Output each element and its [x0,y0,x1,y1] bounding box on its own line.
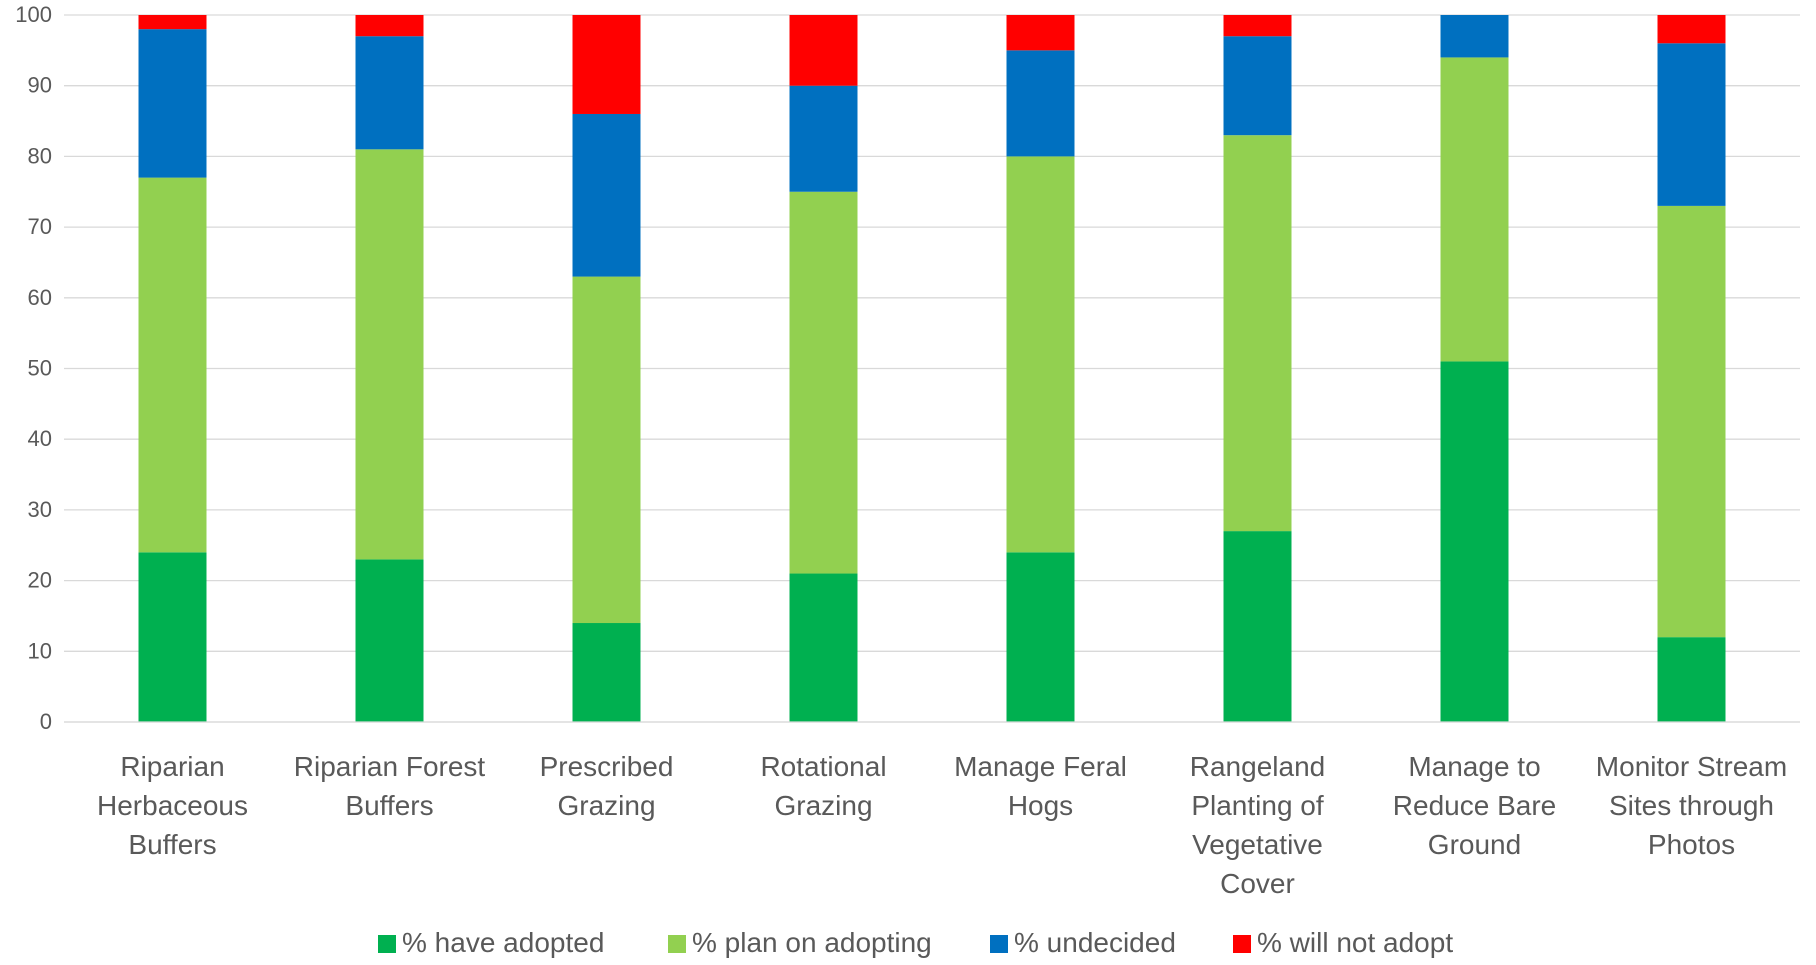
x-tick-label: Manage Feral [954,751,1127,782]
bar-segment [1006,15,1075,51]
legend: % have adopted % plan on adopting % undeci… [378,927,1453,958]
bar-segment [355,559,424,722]
y-tick-label: 90 [28,73,52,98]
legend-swatch [990,935,1008,953]
x-tick-label: Herbaceous [97,790,248,821]
bar-segment [789,573,858,722]
legend-swatch [1233,935,1251,953]
x-tick-label: Monitor Stream [1596,751,1787,782]
bar-segment [1223,36,1292,136]
legend-swatch [378,935,396,953]
x-tick-label: Ground [1428,829,1521,860]
bar-segment [789,191,858,574]
x-tick-label: Reduce Bare [1393,790,1556,821]
bar-segment [572,276,641,624]
bar-segment [1006,156,1075,553]
bar-segment [1440,361,1509,722]
bar-segment [355,149,424,560]
bars [138,15,1726,722]
x-tick-label: Cover [1220,868,1295,899]
x-tick-label: Grazing [774,790,872,821]
bar-segment [1657,43,1726,206]
x-tick-label: Prescribed [540,751,674,782]
x-tick-label: Photos [1648,829,1735,860]
y-tick-label: 50 [28,356,52,381]
bar-segment [1223,15,1292,37]
y-tick-label: 30 [28,497,52,522]
bar-segment [1440,15,1509,58]
bar-segment [572,623,641,722]
bar-segment [572,15,641,114]
y-tick-label: 0 [40,709,52,734]
bar-segment [789,15,858,86]
x-tick-label: Planting of [1191,790,1324,821]
x-tick-label: Riparian Forest [294,751,486,782]
bar-segment [355,15,424,37]
x-tick-label: Rangeland [1190,751,1325,782]
legend-swatch [668,935,686,953]
bar-segment [138,177,207,553]
bar-segment [789,85,858,192]
bar-segment [1657,15,1726,44]
x-tick-label: Rotational [760,751,886,782]
bar-segment [1440,57,1509,362]
bar-segment [138,29,207,178]
legend-label: % have adopted [402,927,604,958]
bar-segment [1223,531,1292,722]
x-tick-label: Hogs [1008,790,1073,821]
y-tick-label: 20 [28,568,52,593]
y-tick-label: 80 [28,143,52,168]
legend-label: % undecided [1014,927,1176,958]
y-tick-label: 10 [28,638,52,663]
legend-label: % will not adopt [1257,927,1453,958]
x-tick-label: Sites through [1609,790,1774,821]
legend-label: % plan on adopting [692,927,932,958]
bar-segment [572,113,641,277]
y-tick-label: 70 [28,214,52,239]
bar-segment [1657,637,1726,722]
gridlines [64,14,1800,723]
y-tick-label: 100 [15,2,52,27]
y-tick-label: 60 [28,285,52,310]
bar-segment [138,552,207,722]
x-tick-label: Grazing [557,790,655,821]
bar-segment [355,36,424,150]
x-tick-label: Vegetative [1192,829,1323,860]
y-axis: 0 10 20 30 40 50 60 70 80 90 100 [15,2,52,734]
x-tick-label: Buffers [128,829,216,860]
x-tick-label: Buffers [345,790,433,821]
x-tick-label: Manage to [1408,751,1540,782]
bar-segment [138,15,207,30]
y-tick-label: 40 [28,426,52,451]
x-tick-label: Riparian [120,751,224,782]
bar-segment [1657,205,1726,638]
bar-segment [1006,552,1075,722]
bar-segment [1006,50,1075,157]
x-axis: Riparian Herbaceous Buffers Riparian Forest… [64,721,1800,899]
bar-segment [1223,135,1292,532]
